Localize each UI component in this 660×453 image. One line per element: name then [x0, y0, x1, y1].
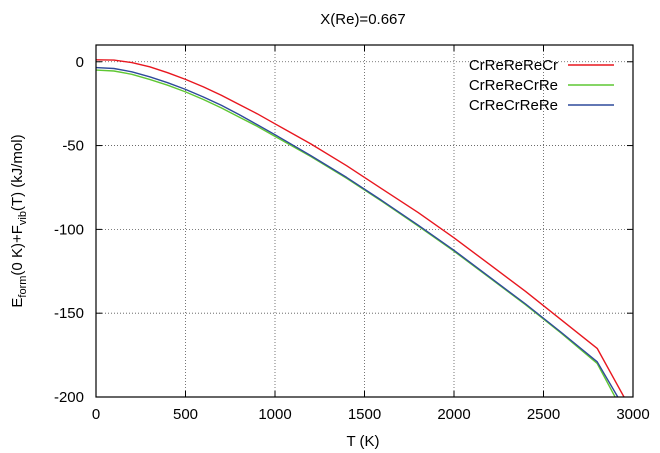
y-axis-label: Eform(0 K)+Fvib(T) (kJ/mol) — [9, 134, 29, 307]
y-tick-label: -50 — [62, 138, 84, 155]
legend-label: CrReReReCr — [469, 57, 558, 74]
ticks: 0 500 1000 1500 2000 2500 3000 0 -50 -100 -150 -200 — [54, 45, 650, 423]
series-line-crrecrrere — [96, 66, 619, 397]
chart-title: X(Re)=0.667 — [320, 11, 405, 28]
y-tick-label: 0 — [76, 54, 84, 71]
series-line-crrererecr — [96, 59, 625, 397]
x-tick-label: 500 — [173, 406, 198, 423]
legend-label: CrReReCrRe — [469, 77, 558, 94]
x-tick-label: 1000 — [258, 406, 291, 423]
grid — [96, 45, 633, 397]
series-lines — [96, 59, 625, 397]
x-axis-label: T (K) — [346, 433, 379, 450]
x-tick-label: 0 — [92, 406, 100, 423]
y-tick-label: -150 — [54, 305, 84, 322]
series-line-crrerecrre — [96, 69, 616, 397]
x-tick-label: 2000 — [437, 406, 470, 423]
x-tick-label: 3000 — [616, 406, 649, 423]
x-tick-label: 1500 — [348, 406, 381, 423]
legend: CrReReReCr CrReReCrRe CrReCrReRe — [469, 57, 614, 114]
y-tick-label: -200 — [54, 389, 84, 406]
legend-label: CrReCrReRe — [469, 97, 558, 114]
y-tick-label: -100 — [54, 221, 84, 238]
x-tick-label: 2500 — [527, 406, 560, 423]
